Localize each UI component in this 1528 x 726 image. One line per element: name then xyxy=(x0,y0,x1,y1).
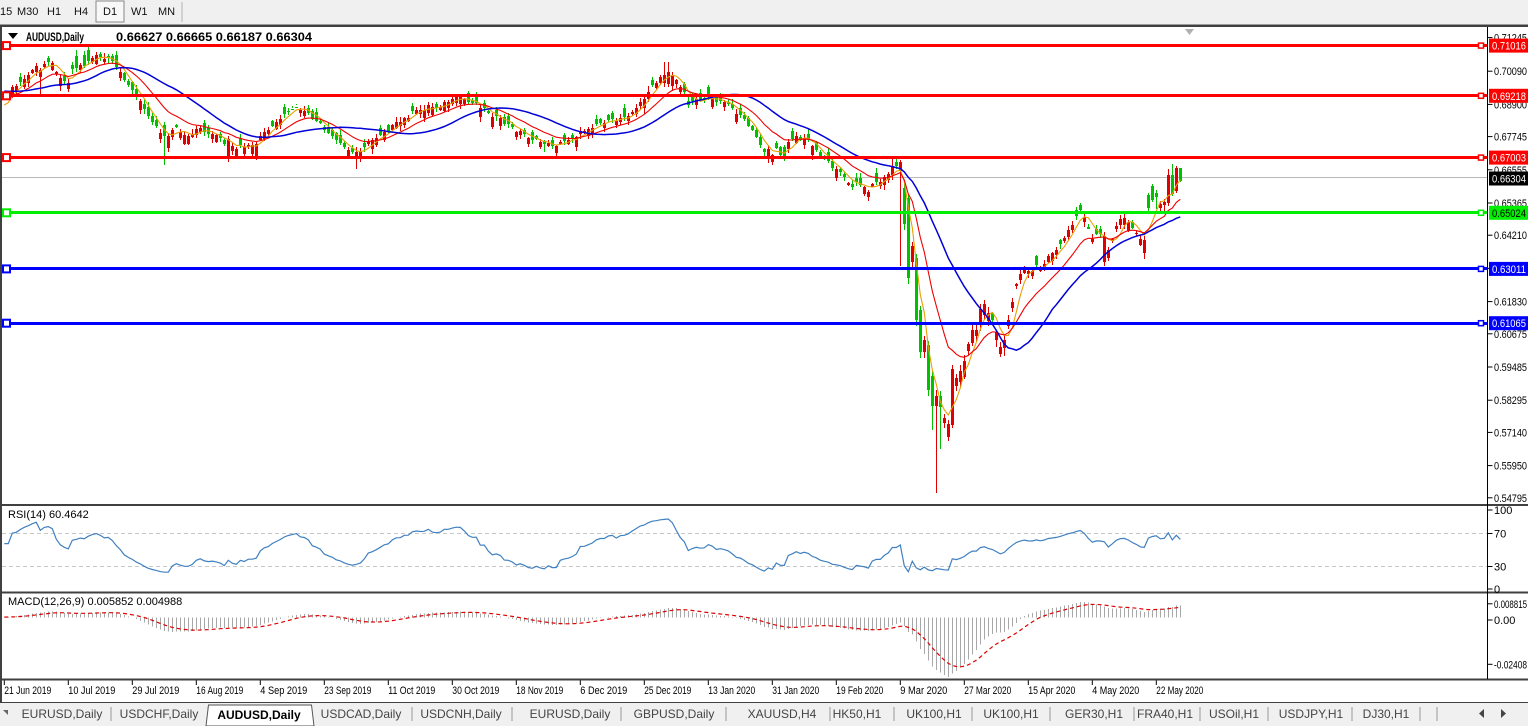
svg-text:HK50,H1: HK50,H1 xyxy=(833,707,882,721)
svg-text:0.61065: 0.61065 xyxy=(1492,318,1526,330)
svg-text:0.65024: 0.65024 xyxy=(1492,208,1526,220)
svg-text:0.66627 0.66665 0.66187 0.6630: 0.66627 0.66665 0.66187 0.66304 xyxy=(116,30,312,44)
svg-text:USDCHF,Daily: USDCHF,Daily xyxy=(120,707,199,721)
svg-text:GER30,H1: GER30,H1 xyxy=(1065,707,1123,721)
svg-text:FRA40,H1: FRA40,H1 xyxy=(1137,707,1193,721)
svg-text:0.66304: 0.66304 xyxy=(1492,174,1526,186)
svg-text:XAUUSD,H4: XAUUSD,H4 xyxy=(748,707,817,721)
svg-text:EURUSD,Daily: EURUSD,Daily xyxy=(530,707,611,721)
svg-text:DJ30,H1: DJ30,H1 xyxy=(1363,707,1410,721)
svg-text:USDCNH,Daily: USDCNH,Daily xyxy=(420,707,501,721)
svg-text:0.63011: 0.63011 xyxy=(1492,264,1526,276)
svg-text:0.67003: 0.67003 xyxy=(1492,153,1526,165)
svg-text:MACD(12,26,9) 0.005852 0.00498: MACD(12,26,9) 0.005852 0.004988 xyxy=(8,596,182,608)
svg-text:USDJPY,H1: USDJPY,H1 xyxy=(1279,707,1344,721)
svg-text:AUDUSD,Daily: AUDUSD,Daily xyxy=(26,30,84,44)
svg-text:D1: D1 xyxy=(103,6,117,18)
svg-text:AUDUSD,Daily: AUDUSD,Daily xyxy=(217,708,301,722)
svg-text:USOil,H1: USOil,H1 xyxy=(1209,707,1259,721)
svg-text:RSI(14) 60.4642: RSI(14) 60.4642 xyxy=(8,509,89,521)
svg-text:EURUSD,Daily: EURUSD,Daily xyxy=(22,707,103,721)
svg-text:UK100,H1: UK100,H1 xyxy=(906,707,962,721)
svg-text:UK100,H1: UK100,H1 xyxy=(983,707,1039,721)
svg-text:GBPUSD,Daily: GBPUSD,Daily xyxy=(634,707,715,721)
svg-text:USDCAD,Daily: USDCAD,Daily xyxy=(321,707,402,721)
svg-text:0.71016: 0.71016 xyxy=(1492,41,1526,53)
svg-text:0.69218: 0.69218 xyxy=(1492,91,1526,103)
